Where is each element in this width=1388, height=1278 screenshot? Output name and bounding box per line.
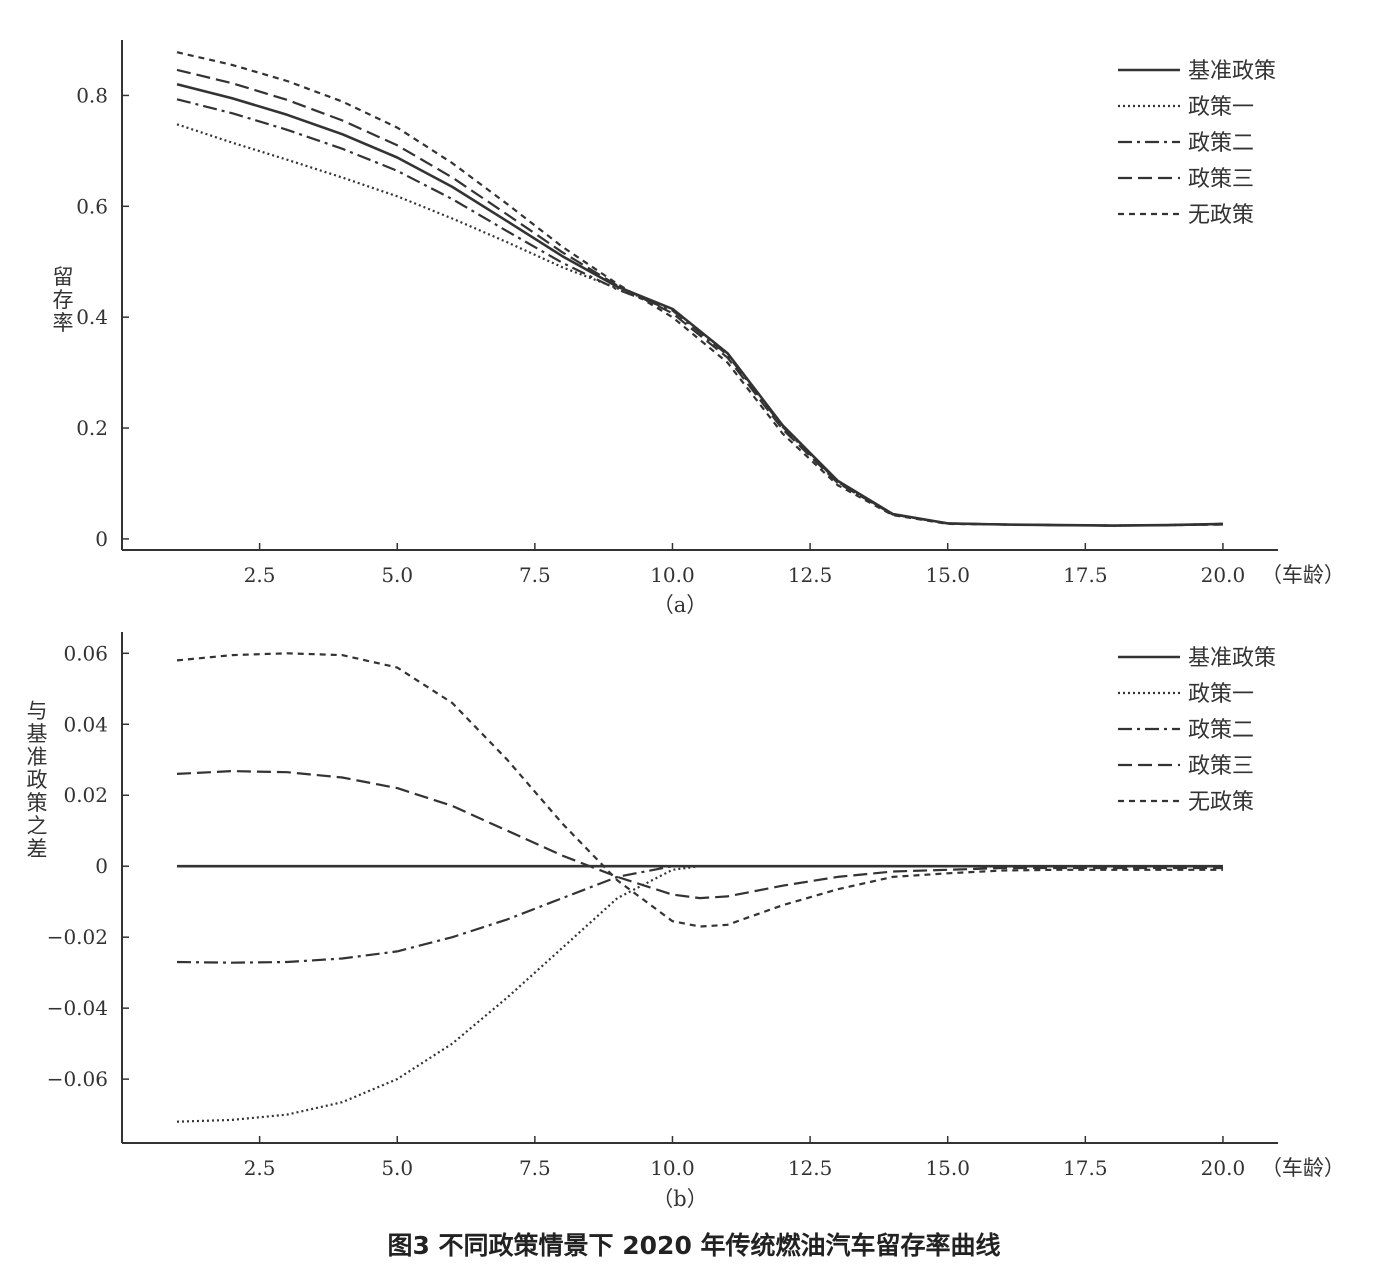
series-line-4 xyxy=(176,652,1223,928)
x-tick-label: 12.5 xyxy=(788,1156,833,1180)
y-tick-label: 0 xyxy=(95,527,108,551)
legend-label: 政策三 xyxy=(1188,167,1254,192)
series-line-1 xyxy=(176,123,1224,527)
series-line-3 xyxy=(176,769,1223,900)
x-tick-label: 2.5 xyxy=(244,563,276,587)
x-tick-label: 17.5 xyxy=(1063,1156,1108,1180)
legend-label: 无政策 xyxy=(1188,203,1254,228)
panel-label: （a） xyxy=(653,593,708,617)
series-line-1 xyxy=(176,865,1223,1123)
x-tick-label: 12.5 xyxy=(788,563,833,587)
legend-label: 政策三 xyxy=(1188,754,1254,779)
legend-label: 政策一 xyxy=(1188,682,1254,707)
y-tick-label: 0.6 xyxy=(76,194,108,218)
y-tick-label: 0.06 xyxy=(63,641,108,665)
legend-label: 基准政策 xyxy=(1188,646,1276,671)
series-line-3 xyxy=(176,68,1224,527)
y-tick-label: 0.2 xyxy=(76,416,108,440)
legend-label: 政策二 xyxy=(1188,718,1254,743)
x-tick-label: 10.0 xyxy=(650,563,695,587)
x-tick-label: 15.0 xyxy=(925,1156,970,1180)
series-line-2 xyxy=(176,865,1223,964)
x-axis-label: （车龄） xyxy=(1261,563,1345,587)
series-line-0 xyxy=(176,83,1224,527)
panel-label: （b） xyxy=(652,1187,707,1211)
x-tick-label: 10.0 xyxy=(650,1156,695,1180)
y-tick-label: −0.06 xyxy=(47,1067,108,1091)
x-tick-label: 7.5 xyxy=(519,1156,551,1180)
legend-label: 基准政策 xyxy=(1188,59,1276,84)
y-tick-label: 0.4 xyxy=(76,305,108,329)
legend-label: 政策一 xyxy=(1188,95,1254,120)
y-axis-label: 留存率 xyxy=(50,266,74,335)
legend-label: 无政策 xyxy=(1188,790,1254,815)
series-line-4 xyxy=(176,51,1224,527)
x-tick-label: 20.0 xyxy=(1201,563,1246,587)
x-axis-label: （车龄） xyxy=(1261,1156,1345,1180)
x-tick-label: 15.0 xyxy=(925,563,970,587)
x-tick-label: 5.0 xyxy=(381,1156,413,1180)
figure-caption: 图3 不同政策情景下 2020 年传统燃油汽车留存率曲线 xyxy=(387,1231,1001,1260)
y-tick-label: −0.02 xyxy=(47,925,108,949)
y-tick-label: 0.04 xyxy=(63,712,108,736)
legend-label: 政策二 xyxy=(1188,131,1254,156)
x-tick-label: 17.5 xyxy=(1063,563,1108,587)
y-tick-label: 0.02 xyxy=(63,783,108,807)
y-tick-label: −0.04 xyxy=(47,996,108,1020)
x-tick-label: 7.5 xyxy=(519,563,551,587)
y-axis-label: 与基准政策之差 xyxy=(24,700,48,861)
y-tick-label: 0 xyxy=(95,854,108,878)
x-tick-label: 2.5 xyxy=(244,1156,276,1180)
y-tick-label: 0.8 xyxy=(76,83,108,107)
x-tick-label: 5.0 xyxy=(381,563,413,587)
x-tick-label: 20.0 xyxy=(1201,1156,1246,1180)
series-line-2 xyxy=(176,98,1224,527)
